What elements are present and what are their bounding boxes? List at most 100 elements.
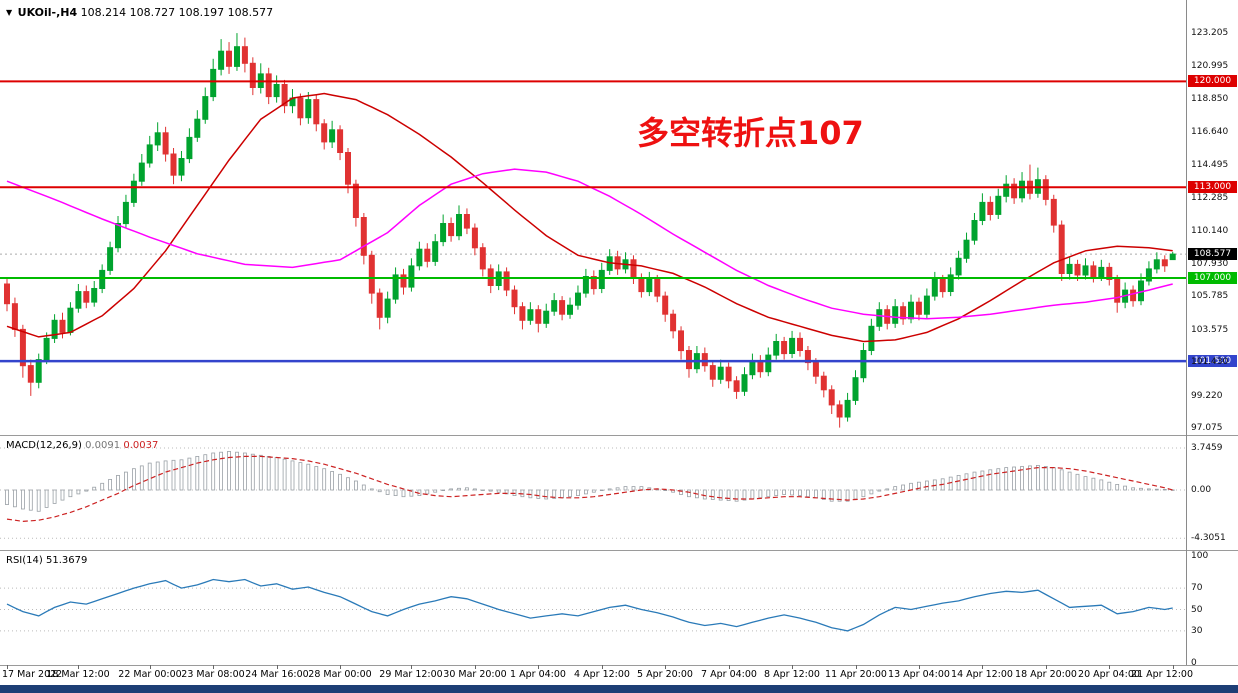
candle-up [979, 201, 986, 221]
macd-histogram-bar [20, 489, 25, 510]
candle-down [27, 365, 34, 383]
macd-histogram-bar [266, 455, 271, 491]
candle-down [820, 375, 827, 391]
candle-up [1153, 259, 1160, 270]
macd-histogram-bar [742, 489, 747, 501]
candle-up [115, 223, 121, 249]
candle-down [400, 274, 407, 288]
candle-down [424, 248, 431, 262]
macd-histogram-bar [623, 486, 628, 491]
time-axis-label: 17 Mar 2022 [2, 669, 63, 680]
candle-down [559, 300, 566, 315]
macd-axis-label: -4.3051 [1191, 533, 1226, 543]
macd-histogram-bar [798, 489, 802, 496]
panel-separator [0, 550, 1238, 551]
candle-up [305, 99, 312, 119]
macd-histogram-bar [1043, 466, 1048, 491]
rsi-panel-canvas[interactable] [0, 551, 1186, 665]
price-axis-label: 103.575 [1191, 325, 1229, 335]
rsi-axis-label: 30 [1191, 626, 1203, 636]
candle-down [463, 214, 470, 229]
time-axis-tick [792, 665, 793, 669]
time-axis-label: 14 Apr 12:00 [951, 669, 1013, 680]
candle-up [91, 288, 98, 303]
macd-histogram-bar [893, 486, 898, 491]
macd-histogram-bar [195, 455, 200, 491]
macd-histogram-bar [5, 489, 9, 506]
time-axis-tick [150, 665, 151, 669]
macd-axis-label: 3.7459 [1191, 443, 1223, 453]
candle-down [535, 309, 542, 324]
price-axis-label: 97.075 [1191, 423, 1223, 433]
macd-histogram-bar [1099, 479, 1104, 491]
macd-histogram-bar [956, 474, 961, 491]
candle-down [630, 259, 637, 279]
time-axis-tick [7, 665, 8, 669]
main-chart-canvas[interactable] [0, 0, 1186, 435]
time-axis-tick [982, 665, 983, 669]
candle-up [1145, 268, 1152, 282]
macd-histogram-bar [409, 489, 414, 497]
collapse-arrow-icon[interactable]: ▼ [6, 8, 13, 17]
macd-histogram-bar [734, 489, 739, 502]
macd-histogram-bar [116, 474, 120, 491]
candle-up [947, 274, 954, 292]
candle-up [868, 325, 875, 351]
candle-up [908, 301, 914, 320]
macd-histogram-bar [964, 473, 969, 491]
macd-histogram-bar [163, 460, 168, 491]
candle-up [186, 136, 193, 160]
candle-up [892, 306, 899, 324]
macd-histogram-bar [60, 489, 65, 501]
macd-histogram-bar [576, 489, 580, 496]
time-axis-label: 4 Apr 12:00 [574, 669, 630, 680]
candle-down [828, 389, 835, 406]
macd-panel-canvas[interactable] [0, 436, 1186, 550]
time-axis-label: 23 Mar 08:00 [181, 669, 245, 680]
macd-histogram-bar [806, 489, 810, 498]
price-axis-label: 99.220 [1191, 391, 1223, 401]
macd-histogram-bar [425, 489, 430, 495]
time-axis-tick [1173, 665, 1174, 669]
candle-up [75, 291, 82, 309]
macd-histogram-bar [139, 465, 144, 491]
macd-histogram-bar [980, 470, 985, 491]
candle-down [1011, 183, 1018, 199]
macd-histogram-bar [131, 468, 136, 491]
candle-down [1114, 279, 1121, 303]
macd-histogram-bar [274, 457, 279, 491]
time-axis-tick [919, 665, 920, 669]
macd-histogram-bar [242, 452, 247, 491]
bottom-taskbar-strip [0, 685, 1238, 693]
macd-histogram-bar [1020, 466, 1024, 491]
candle-up [1003, 183, 1010, 197]
macd-histogram-bar [369, 488, 374, 491]
macd-histogram-bar [187, 457, 192, 491]
macd-histogram-bar [909, 482, 913, 491]
candle-down [662, 295, 669, 315]
macd-histogram-bar [758, 489, 763, 499]
macd-histogram-bar [1036, 464, 1040, 491]
macd-histogram-bar [766, 489, 771, 498]
candle-up [717, 366, 724, 380]
macd-histogram-bar [36, 489, 41, 512]
macd-histogram-bar [330, 471, 335, 491]
price-axis-label: 120.995 [1191, 61, 1229, 71]
macd-histogram-bar [1028, 465, 1032, 491]
macd-histogram-bar [885, 488, 890, 491]
macd-histogram-bar [203, 454, 208, 491]
macd-histogram-bar [1051, 467, 1056, 491]
macd-axis-label: 0.00 [1191, 485, 1212, 495]
macd-histogram-bar [441, 489, 446, 492]
time-axis-label: 13 Apr 04:00 [888, 669, 950, 680]
macd-histogram-bar [480, 489, 485, 491]
candle-down [590, 276, 597, 290]
macd-histogram-bar [488, 489, 493, 492]
macd-histogram-bar [1139, 487, 1143, 491]
price-axis-label: 110.140 [1191, 226, 1229, 236]
candle-down [709, 365, 716, 380]
macd-histogram-bar [496, 489, 501, 493]
time-axis-tick [78, 665, 79, 669]
candle-up [273, 84, 280, 98]
